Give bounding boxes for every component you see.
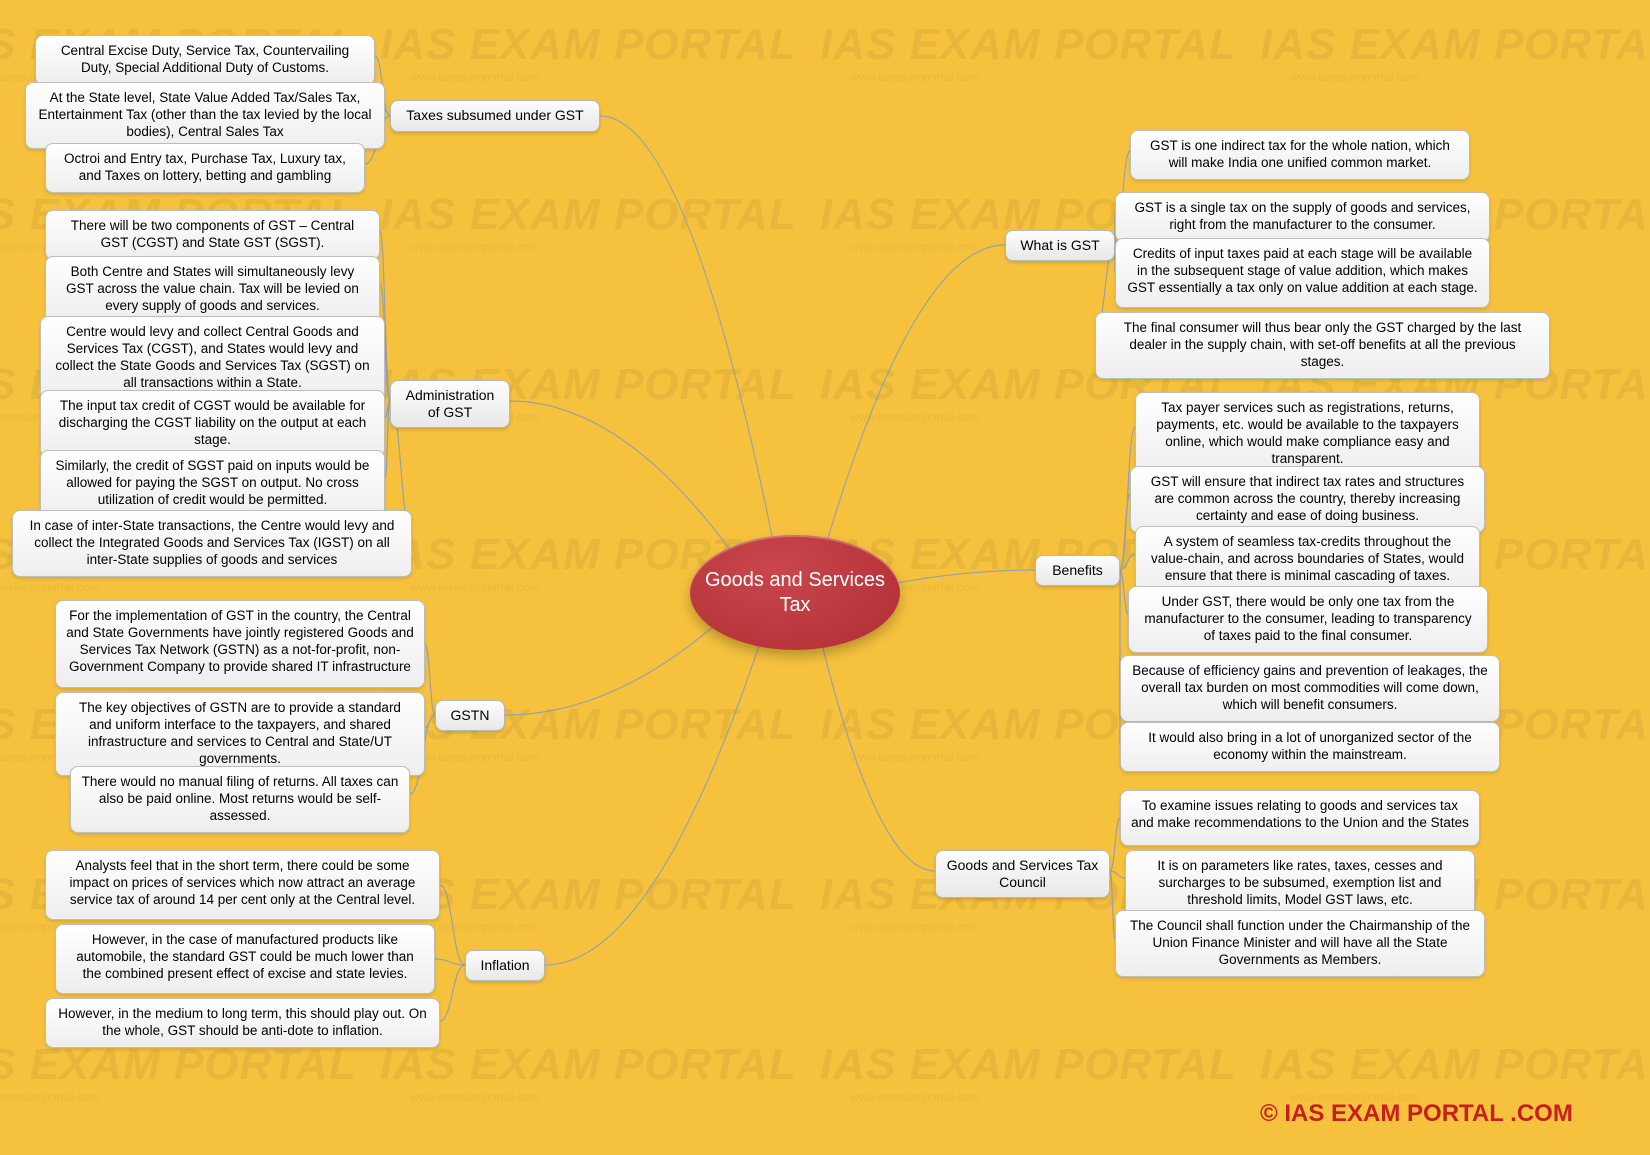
- leaf-benefits-2: A system of seamless tax-credits through…: [1135, 526, 1480, 593]
- watermark-small: www.iasexamportal.com: [850, 920, 979, 934]
- leaf-inflation-0: Analysts feel that in the short term, th…: [45, 850, 440, 920]
- watermark-small: www.iasexamportal.com: [850, 410, 979, 424]
- leaf-gstn-2: There would no manual filing of returns.…: [70, 766, 410, 833]
- leaf-gstn-1: The key objectives of GSTN are to provid…: [55, 692, 425, 776]
- center-label: Goods and Services Tax: [700, 568, 890, 618]
- branch-inflation: Inflation: [465, 950, 545, 981]
- leaf-taxes-1: At the State level, State Value Added Ta…: [25, 82, 385, 149]
- leaf-council-2: The Council shall function under the Cha…: [1115, 910, 1485, 977]
- leaf-benefits-1: GST will ensure that indirect tax rates …: [1130, 466, 1485, 533]
- leaf-taxes-0: Central Excise Duty, Service Tax, Counte…: [35, 35, 375, 85]
- leaf-whatis-1: GST is a single tax on the supply of goo…: [1115, 192, 1490, 242]
- watermark-big: IAS EXAM PORTAL: [380, 190, 797, 240]
- leaf-inflation-2: However, in the medium to long term, thi…: [45, 998, 440, 1048]
- branch-council: Goods and Services Tax Council: [935, 850, 1110, 898]
- branch-gstn: GSTN: [435, 700, 505, 731]
- watermark-small: www.iasexamportal.com: [850, 1090, 979, 1104]
- leaf-admin-4: Similarly, the credit of SGST paid on in…: [40, 450, 385, 517]
- leaf-benefits-0: Tax payer services such as registrations…: [1135, 392, 1480, 476]
- watermark-big: IAS EXAM PORTAL: [380, 20, 797, 70]
- leaf-whatis-2: Credits of input taxes paid at each stag…: [1115, 238, 1490, 308]
- leaf-admin-1: Both Centre and States will simultaneous…: [45, 256, 380, 323]
- watermark-small: www.iasexamportal.com: [850, 70, 979, 84]
- watermark-big: IAS EXAM PORTAL: [380, 1040, 797, 1090]
- watermark-big: IAS EXAM PORTAL: [820, 20, 1237, 70]
- leaf-council-0: To examine issues relating to goods and …: [1120, 790, 1480, 846]
- watermark-small: www.iasexamportal.com: [850, 240, 979, 254]
- leaf-admin-2: Centre would levy and collect Central Go…: [40, 316, 385, 400]
- leaf-whatis-3: The final consumer will thus bear only t…: [1095, 312, 1550, 379]
- leaf-admin-3: The input tax credit of CGST would be av…: [40, 390, 385, 457]
- leaf-benefits-3: Under GST, there would be only one tax f…: [1128, 586, 1488, 653]
- leaf-benefits-5: It would also bring in a lot of unorgani…: [1120, 722, 1500, 772]
- leaf-inflation-1: However, in the case of manufactured pro…: [55, 924, 435, 994]
- leaf-gstn-0: For the implementation of GST in the cou…: [55, 600, 425, 688]
- watermark-small: www.iasexamportal.com: [410, 580, 539, 594]
- leaf-taxes-2: Octroi and Entry tax, Purchase Tax, Luxu…: [45, 143, 365, 193]
- watermark-big: IAS EXAM PORTAL: [380, 870, 797, 920]
- branch-benefits: Benefits: [1035, 555, 1120, 586]
- watermark-small: www.iasexamportal.com: [410, 750, 539, 764]
- watermark-small: www.iasexamportal.com: [0, 580, 99, 594]
- watermark-big: IAS EXAM PORTAL: [820, 1040, 1237, 1090]
- leaf-admin-5: In case of inter-State transactions, the…: [12, 510, 412, 577]
- watermark-small: www.iasexamportal.com: [850, 750, 979, 764]
- watermark-small: www.iasexamportal.com: [410, 1090, 539, 1104]
- watermark-small: www.iasexamportal.com: [410, 70, 539, 84]
- watermark-small: www.iasexamportal.com: [410, 240, 539, 254]
- watermark-big: IAS EXAM PORTAL: [1260, 1040, 1650, 1090]
- watermark-small: www.iasexamportal.com: [1290, 70, 1419, 84]
- copyright-text: © IAS EXAM PORTAL .COM: [1260, 1100, 1573, 1128]
- center-node: Goods and Services Tax: [690, 535, 900, 650]
- leaf-council-1: It is on parameters like rates, taxes, c…: [1125, 850, 1475, 917]
- watermark-big: IAS EXAM PORTAL: [1260, 20, 1650, 70]
- branch-taxes: Taxes subsumed under GST: [390, 100, 600, 132]
- branch-whatis: What is GST: [1005, 230, 1115, 261]
- watermark-small: www.iasexamportal.com: [0, 1090, 99, 1104]
- leaf-benefits-4: Because of efficiency gains and preventi…: [1120, 655, 1500, 722]
- leaf-whatis-0: GST is one indirect tax for the whole na…: [1130, 130, 1470, 180]
- leaf-admin-0: There will be two components of GST – Ce…: [45, 210, 380, 260]
- branch-admin: Administration of GST: [390, 380, 510, 428]
